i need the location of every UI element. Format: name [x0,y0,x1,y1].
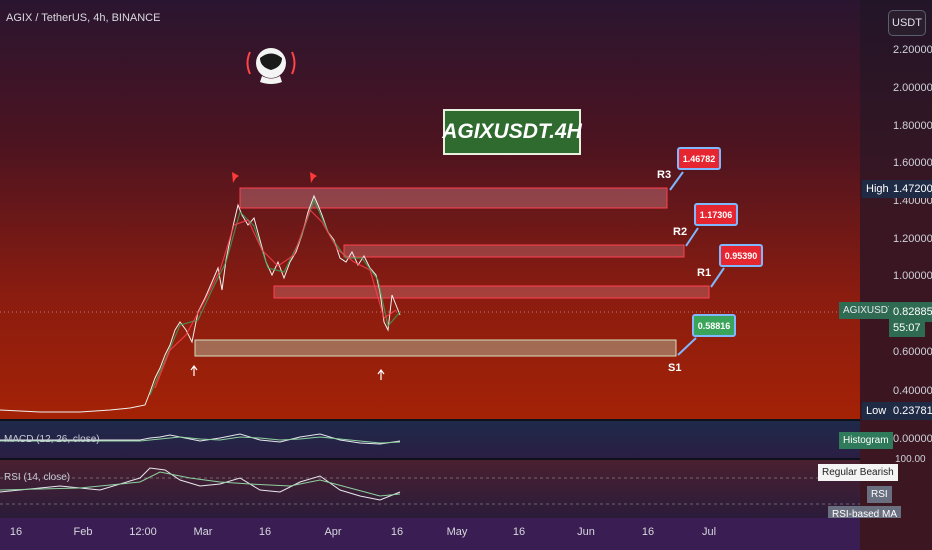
zone-r1[interactable] [273,285,710,299]
price-tick: 1.00000 [893,270,932,282]
rsi-tag: RSI [867,486,892,503]
arrow-up-icon [377,369,385,380]
regular-bearish-tag: Regular Bearish [818,464,898,481]
symbol-title[interactable]: AGIX / TetherUS, 4h, BINANCE [6,12,161,24]
low-label-tag: Low [862,402,891,420]
pin-marker-icon [310,172,317,183]
zone-label-s1: S1 [668,362,682,374]
time-label: 12:00 [129,526,157,538]
time-label: Apr [324,526,342,538]
time-label: 16 [9,526,23,538]
macd-legend[interactable]: MACD (12, 26, close) [4,434,100,445]
price-series-green [149,198,401,396]
callout-s1[interactable]: 0.58816 [692,314,736,337]
price-tick: 0.60000 [893,346,932,358]
rsi-axis-top: 100.00 [895,454,926,465]
astronaut-logo-icon [246,48,296,84]
zone-s1[interactable] [194,339,677,357]
macd-signal-line [0,436,401,444]
zone-r3[interactable] [239,187,668,209]
price-axis[interactable] [860,0,932,550]
time-label: Jul [701,526,717,538]
high-value-tag: 1.47200 [889,180,932,198]
callout-pointer-r1 [710,267,725,288]
zone-r2[interactable] [343,244,685,258]
rsi-ma-line [0,471,401,497]
symbol-price-tag: AGIXUSDT [839,302,899,319]
low-value-tag: 0.23781 [889,402,932,420]
time-label: Mar [193,526,213,538]
price-tick: 1.60000 [893,157,932,169]
time-label: May [446,526,468,538]
macd-axis-value: 0.00000 [893,433,932,445]
price-tick: 1.80000 [893,120,932,132]
callout-r1[interactable]: 0.95390 [719,244,763,267]
price-tick: 1.40000 [893,195,932,207]
currency-unit-button[interactable]: USDT [888,10,926,36]
callout-r3[interactable]: 1.46782 [677,147,721,170]
price-tick: 0.40000 [893,385,932,397]
price-tick: 2.20000 [893,44,932,56]
countdown-tag: 55:07 [889,319,925,337]
time-axis[interactable] [0,518,860,550]
macd-line [0,433,401,445]
price-tick: 1.20000 [893,233,932,245]
time-label: 16 [641,526,655,538]
arrow-up-icon [190,365,198,376]
time-label: Feb [73,526,93,538]
time-label: 16 [258,526,272,538]
callout-pointer-r2 [685,227,699,247]
callout-pointer-s1 [677,337,697,356]
high-label-tag: High [862,180,893,198]
last-price-tag: 0.82885 [889,302,932,322]
pane-separator-rsi[interactable] [0,458,932,460]
rsi-line [0,467,401,501]
pin-marker-icon [232,172,239,183]
time-label: 16 [512,526,526,538]
price-tick: 2.00000 [893,82,932,94]
histogram-tag: Histogram [839,432,893,449]
price-series-line [0,194,401,413]
zone-label-r3: R3 [657,169,672,181]
pane-separator-macd[interactable] [0,419,932,421]
price-series-red [154,208,397,389]
time-label: Jun [577,526,595,538]
chart-title-box[interactable]: AGIXUSDT.4H [442,109,582,155]
callout-pointer-r3 [669,171,684,191]
zone-label-r1: R1 [697,267,712,279]
zone-label-r2: R2 [673,226,688,238]
time-label: 16 [390,526,404,538]
rsi-pane[interactable] [0,460,860,518]
rsi-ma-tag: RSI-based MA [828,506,902,518]
rsi-legend[interactable]: RSI (14, close) [4,472,71,483]
callout-r2[interactable]: 1.17306 [694,203,738,226]
